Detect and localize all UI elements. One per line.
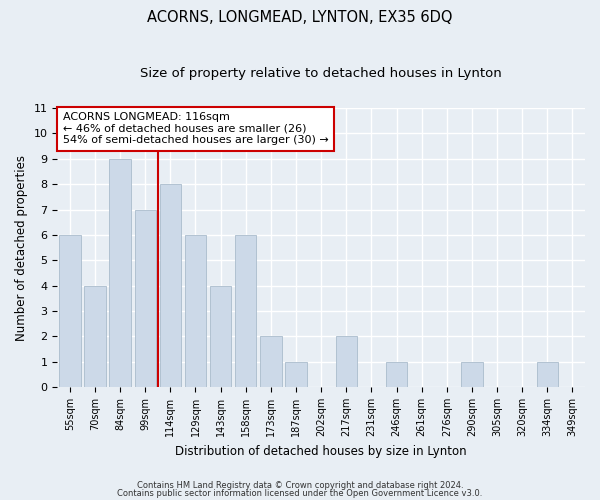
Y-axis label: Number of detached properties: Number of detached properties — [15, 154, 28, 340]
Bar — [286, 362, 307, 387]
Bar — [160, 184, 181, 387]
Text: ACORNS LONGMEAD: 116sqm
← 46% of detached houses are smaller (26)
54% of semi-de: ACORNS LONGMEAD: 116sqm ← 46% of detache… — [62, 112, 328, 146]
Bar — [235, 235, 256, 387]
Bar — [210, 286, 232, 387]
Bar — [134, 210, 156, 387]
Bar — [59, 235, 80, 387]
Bar — [386, 362, 407, 387]
Text: Contains public sector information licensed under the Open Government Licence v3: Contains public sector information licen… — [118, 488, 482, 498]
Bar — [109, 159, 131, 387]
Bar — [461, 362, 482, 387]
Text: Contains HM Land Registry data © Crown copyright and database right 2024.: Contains HM Land Registry data © Crown c… — [137, 481, 463, 490]
Bar — [260, 336, 281, 387]
X-axis label: Distribution of detached houses by size in Lynton: Distribution of detached houses by size … — [175, 444, 467, 458]
Text: ACORNS, LONGMEAD, LYNTON, EX35 6DQ: ACORNS, LONGMEAD, LYNTON, EX35 6DQ — [147, 10, 453, 25]
Bar — [185, 235, 206, 387]
Title: Size of property relative to detached houses in Lynton: Size of property relative to detached ho… — [140, 68, 502, 80]
Bar — [84, 286, 106, 387]
Bar — [335, 336, 357, 387]
Bar — [536, 362, 558, 387]
